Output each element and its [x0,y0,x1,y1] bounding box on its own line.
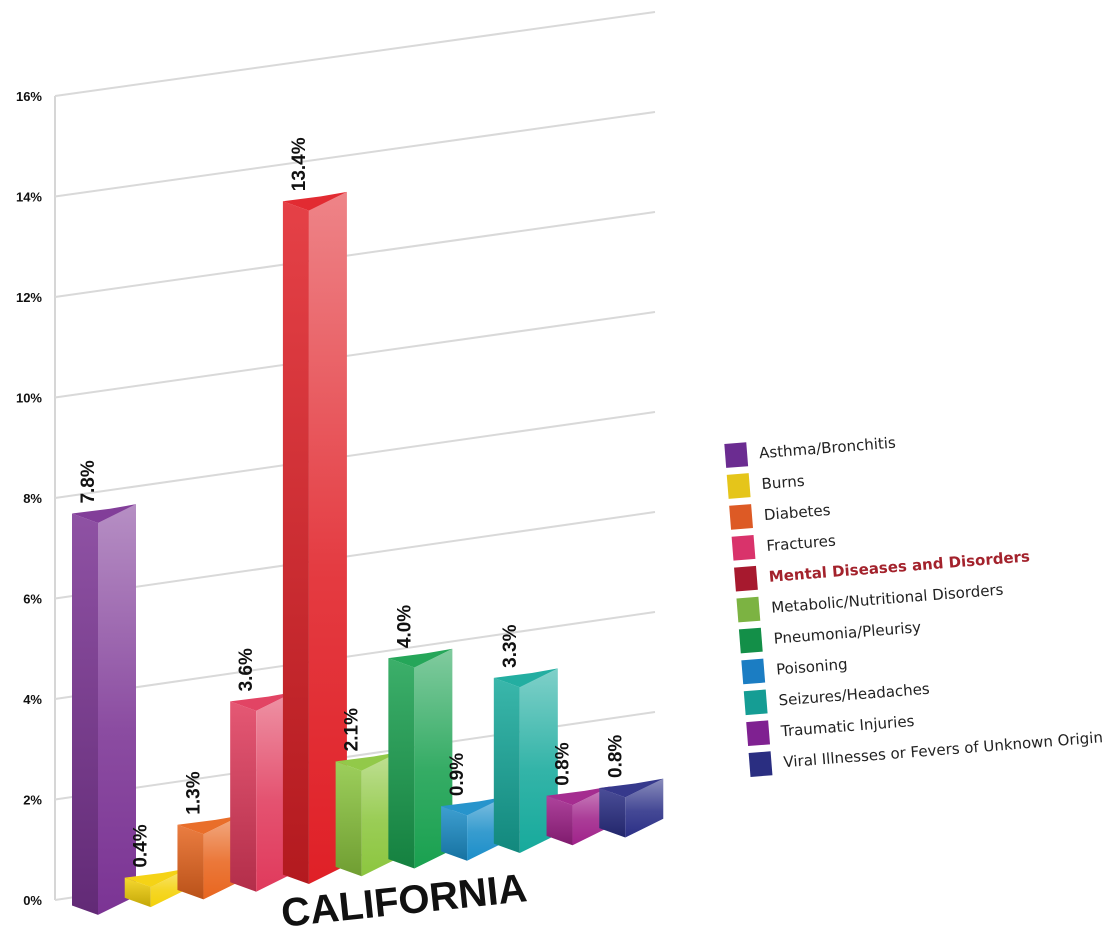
bar-side [177,824,204,900]
bar-top [441,796,506,816]
bar-front [625,778,664,838]
data-label: 13.4% [289,137,310,191]
bar-side [388,658,415,869]
bar [72,504,136,915]
data-label: 0.9% [447,753,468,796]
bar-top [177,815,242,835]
bar-side [124,877,151,908]
gridline [54,511,656,600]
legend-swatch [738,627,763,653]
legend-swatch [731,534,756,561]
bar [493,668,558,854]
legend: Asthma/Bronchitis Burns Diabetes Fractures M… [724,409,1114,838]
legend-swatch [736,596,761,622]
legend-label: Traumatic Injuries [780,711,915,740]
bar [546,786,611,846]
gridline [54,411,656,499]
bar [282,191,347,884]
legend-swatch [743,688,768,715]
legend-swatch [734,565,758,592]
bar-front [98,504,136,915]
y-tick-label: 2% [23,793,42,808]
bar-front [308,191,347,884]
bar-top [72,504,136,523]
legend-label: Poisoning [775,654,849,679]
y-tick-label: 4% [23,692,42,707]
bars [72,191,664,915]
bar-side [599,787,626,838]
bar-top [599,778,664,798]
bar-side [493,677,520,854]
data-label: 2.1% [342,708,363,751]
gridline [54,111,656,198]
y-tick-label: 12% [16,290,42,305]
y-tick-label: 16% [16,89,42,104]
gridline [54,611,656,700]
y-tick-label: 0% [23,893,42,908]
y-axis-ticks: 0% 2% 4% 6% 8% 10% 12% 14% 16% [16,89,42,908]
y-tick-label: 10% [16,391,42,406]
bar-side [335,761,362,877]
bar-side [72,513,98,915]
y-tick-label: 8% [23,491,42,506]
bar-side [282,201,309,884]
bar-side [546,795,573,846]
bar-top [335,751,400,771]
data-label: 0.4% [131,824,152,867]
data-label: 4.0% [394,605,415,648]
data-label: 1.3% [183,771,204,814]
legend-swatch [748,750,773,777]
data-label: 0.8% [605,735,626,778]
bar-top [388,648,453,668]
legend-label: Fractures [765,531,837,555]
bar-top [493,668,558,688]
bar-top [546,786,611,806]
data-label: 3.3% [500,624,521,667]
legend-swatch [726,472,751,499]
legend-label: Burns [760,471,806,493]
legend-swatch [746,719,770,746]
gridline [54,311,656,399]
bar-top [282,191,347,211]
bar-top [230,692,295,711]
y-tick-label: 6% [23,592,42,607]
data-labels: 7.8% 0.4% 1.3% 3.6% 13.4% 2.1% 4.0% 0.9% 3.3% 0.8… [78,137,626,867]
legend-label: Diabetes [763,500,832,524]
gridline [54,211,656,298]
y-tick-label: 14% [16,190,42,205]
legend-label: Asthma/Bronchitis [758,433,897,462]
bar-side [441,806,468,861]
gridline [54,11,656,97]
legend-swatch [741,658,766,684]
bar-top [124,868,189,888]
bar [599,778,664,838]
legend-label: Pneumonia/Pleurisy [772,617,922,648]
data-label: 7.8% [78,460,99,503]
legend-swatch [729,503,753,530]
data-label: 0.8% [553,742,574,785]
bar-side [230,701,257,892]
data-label: 3.6% [236,648,257,691]
legend-swatch [724,441,749,468]
